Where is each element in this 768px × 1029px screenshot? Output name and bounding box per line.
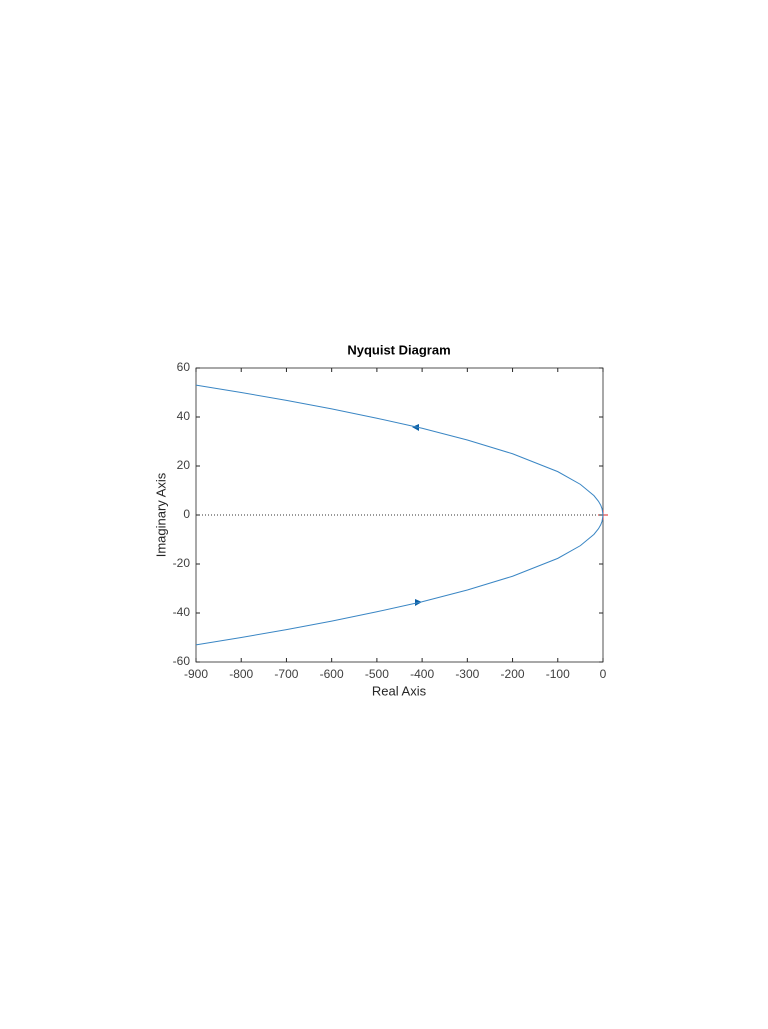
nyquist-curve: [195, 514, 604, 646]
x-tick-label: -500: [365, 667, 389, 681]
y-tick-label: -20: [173, 556, 191, 570]
y-tick-label: 0: [183, 507, 190, 521]
x-tick-label: -200: [501, 667, 525, 681]
y-tick-label: 40: [177, 409, 191, 423]
direction-arrow: [412, 424, 419, 431]
x-tick-label: -100: [546, 667, 570, 681]
y-tick-label: 60: [177, 360, 191, 374]
y-tick-label: 20: [177, 458, 191, 472]
x-tick-label: -900: [184, 667, 208, 681]
x-tick-label: -600: [320, 667, 344, 681]
y-tick-label: -40: [173, 605, 191, 619]
x-tick-label: -800: [229, 667, 253, 681]
x-tick-label: 0: [600, 667, 607, 681]
nyquist-curve: [195, 384, 604, 516]
y-axis-label: Imaginary Axis: [153, 472, 168, 557]
x-tick-label: -400: [410, 667, 434, 681]
x-tick-label: -300: [455, 667, 479, 681]
y-tick-label: -60: [173, 654, 191, 668]
x-tick-label: -700: [274, 667, 298, 681]
chart-title: Nyquist Diagram: [347, 342, 450, 357]
x-axis-label: Real Axis: [372, 683, 427, 698]
